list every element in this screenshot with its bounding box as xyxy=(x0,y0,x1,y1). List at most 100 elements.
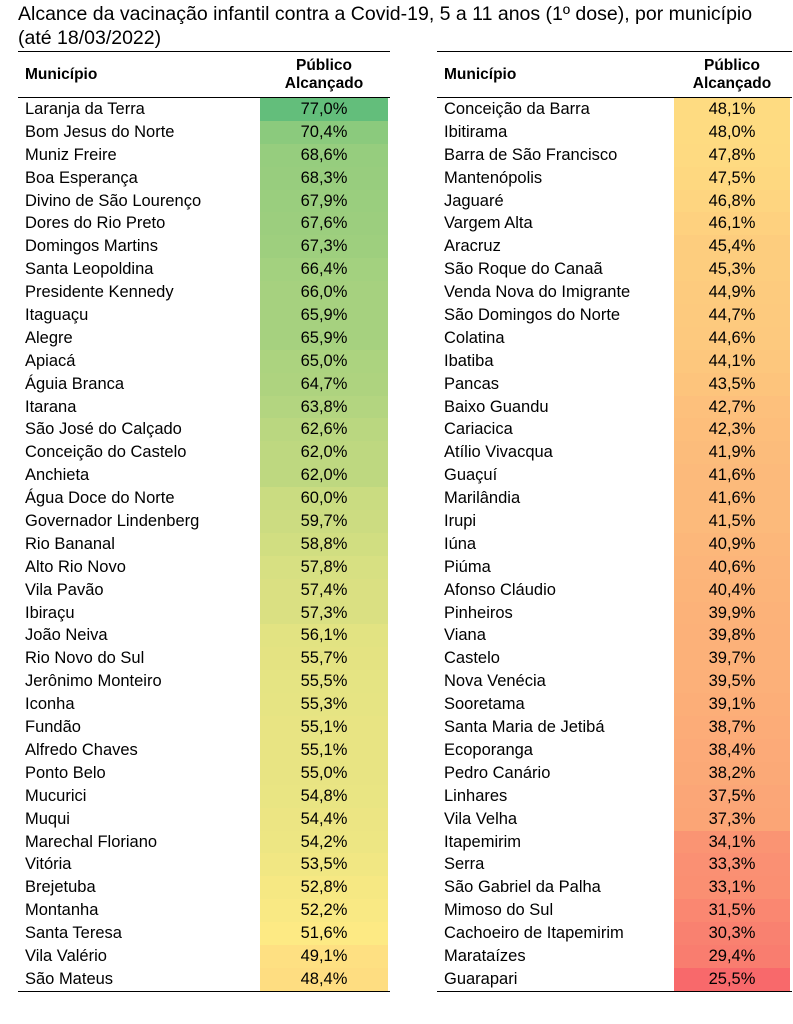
table-row: Guaçuí 41,6% xyxy=(437,464,792,488)
municipio-name: Anchieta xyxy=(25,466,90,485)
table-row: Vargem Alta 46,1% xyxy=(437,212,792,236)
table-row: Boa Esperança 68,3% xyxy=(18,166,390,190)
municipio-name: Nova Venécia xyxy=(444,672,546,691)
publico-alcancado-value: 56,1% xyxy=(260,624,388,648)
table-row: Rio Bananal 58,8% xyxy=(18,532,390,556)
table-row: Santa Leopoldina 66,4% xyxy=(18,258,390,282)
municipio-name: Mucurici xyxy=(25,786,87,805)
bottom-rule xyxy=(437,990,792,992)
table-row: Presidente Kennedy 66,0% xyxy=(18,281,390,305)
municipio-name: Conceição do Castelo xyxy=(25,443,187,462)
municipio-name: Santa Maria de Jetibá xyxy=(444,718,605,737)
table-row: Alfredo Chaves 55,1% xyxy=(18,738,390,762)
publico-alcancado-value: 39,1% xyxy=(674,693,790,717)
table-row: Atílio Vivacqua 41,9% xyxy=(437,441,792,465)
table-row: Alegre 65,9% xyxy=(18,326,390,350)
header-value-line1: Público xyxy=(704,56,760,74)
municipio-name: Mimoso do Sul xyxy=(444,901,554,920)
publico-alcancado-value: 33,1% xyxy=(674,876,790,900)
publico-alcancado-value: 64,7% xyxy=(260,372,388,396)
table-row: Ibatiba 44,1% xyxy=(437,349,792,373)
publico-alcancado-value: 52,2% xyxy=(260,899,388,923)
header-publico-alcancado: Público Alcançado xyxy=(674,52,790,97)
publico-alcancado-value: 48,1% xyxy=(674,98,790,121)
table-row: São Gabriel da Palha 33,1% xyxy=(437,876,792,900)
table-row: Vila Pavão 57,4% xyxy=(18,578,390,602)
municipio-name: Vila Pavão xyxy=(25,580,104,599)
table-row: Iconha 55,3% xyxy=(18,693,390,717)
municipio-name: Afonso Cláudio xyxy=(444,580,556,599)
table-row: Mimoso do Sul 31,5% xyxy=(437,899,792,923)
table-row: Pinheiros 39,9% xyxy=(437,601,792,625)
publico-alcancado-value: 40,9% xyxy=(674,532,790,556)
publico-alcancado-value: 55,1% xyxy=(260,716,388,739)
municipio-name: Viana xyxy=(444,626,486,645)
municipio-name: Cariacica xyxy=(444,420,513,439)
municipio-name: Iúna xyxy=(444,534,477,553)
publico-alcancado-value: 57,4% xyxy=(260,578,388,602)
table-row: Domingos Martins 67,3% xyxy=(18,235,390,259)
table-row: Ibiraçu 57,3% xyxy=(18,601,390,625)
municipio-name: Pinheiros xyxy=(444,603,513,622)
publico-alcancado-value: 67,6% xyxy=(260,212,388,236)
municipio-name: Laranja da Terra xyxy=(25,100,145,118)
municipio-name: Baixo Guandu xyxy=(444,397,549,416)
table-row: Itaguaçu 65,9% xyxy=(18,304,390,327)
municipio-name: Muqui xyxy=(25,809,70,828)
table-row: Colatina 44,6% xyxy=(437,326,792,350)
publico-alcancado-value: 41,6% xyxy=(674,487,790,511)
municipio-name: Marechal Floriano xyxy=(25,832,158,851)
table-row: Fundão 55,1% xyxy=(18,716,390,739)
table-row: Água Doce do Norte 60,0% xyxy=(18,487,390,511)
header-value-line2: Alcançado xyxy=(692,74,772,92)
municipio-name: São Roque do Canaã xyxy=(444,260,603,279)
municipio-name: Colatina xyxy=(444,328,505,347)
table-row: Nova Venécia 39,5% xyxy=(437,670,792,694)
publico-alcancado-value: 38,4% xyxy=(674,738,790,762)
municipio-name: Dores do Rio Preto xyxy=(25,214,166,233)
municipio-name: Itapemirim xyxy=(444,832,522,851)
publico-alcancado-value: 57,3% xyxy=(260,601,388,625)
table-row: Bom Jesus do Norte 70,4% xyxy=(18,120,390,144)
table-row: Marilândia 41,6% xyxy=(437,487,792,511)
table-row: Jerônimo Monteiro 55,5% xyxy=(18,670,390,694)
municipio-name: Piúma xyxy=(444,557,491,576)
table-row: Vila Valério 49,1% xyxy=(18,944,390,968)
publico-alcancado-value: 42,3% xyxy=(674,418,790,442)
publico-alcancado-value: 77,0% xyxy=(260,98,388,121)
publico-alcancado-value: 55,1% xyxy=(260,738,388,762)
municipio-name: Itaguaçu xyxy=(25,306,89,325)
municipio-name: Aracruz xyxy=(444,237,501,256)
municipio-name: Divino de São Lourenço xyxy=(25,191,202,210)
table-row: Baixo Guandu 42,7% xyxy=(437,395,792,419)
publico-alcancado-value: 66,0% xyxy=(260,281,388,305)
table-header: Município Público Alcançado xyxy=(18,52,390,98)
municipio-name: Marataízes xyxy=(444,946,526,965)
municipio-name: Alto Rio Novo xyxy=(25,557,126,576)
municipio-name: Boa Esperança xyxy=(25,168,138,187)
table-row: Santa Teresa 51,6% xyxy=(18,922,390,945)
municipio-name: Águia Branca xyxy=(25,374,125,393)
table-row: Iúna 40,9% xyxy=(437,532,792,556)
publico-alcancado-value: 55,5% xyxy=(260,670,388,694)
municipio-name: Rio Novo do Sul xyxy=(25,649,145,668)
municipio-name: Montanha xyxy=(25,901,99,920)
publico-alcancado-value: 44,6% xyxy=(674,326,790,350)
municipio-name: Guaçuí xyxy=(444,466,498,485)
municipio-name: Conceição da Barra xyxy=(444,100,590,118)
publico-alcancado-value: 41,9% xyxy=(674,441,790,465)
table-body: Conceição da Barra 48,1% Ibitirama 48,0% Bar… xyxy=(437,98,792,991)
municipio-name: Vitória xyxy=(25,855,72,874)
publico-alcancado-value: 59,7% xyxy=(260,510,388,533)
municipio-name: Muniz Freire xyxy=(25,145,117,164)
publico-alcancado-value: 37,5% xyxy=(674,784,790,808)
publico-alcancado-value: 44,1% xyxy=(674,349,790,373)
table-row: Laranja da Terra 77,0% xyxy=(18,98,390,121)
municipio-name: Castelo xyxy=(444,649,500,668)
publico-alcancado-value: 34,1% xyxy=(674,830,790,854)
table-row: Anchieta 62,0% xyxy=(18,464,390,488)
table-row: Vitória 53,5% xyxy=(18,853,390,877)
municipio-name: Linhares xyxy=(444,786,508,805)
header-value-line2: Alcançado xyxy=(284,74,364,92)
municipio-name: Jerônimo Monteiro xyxy=(25,672,162,691)
